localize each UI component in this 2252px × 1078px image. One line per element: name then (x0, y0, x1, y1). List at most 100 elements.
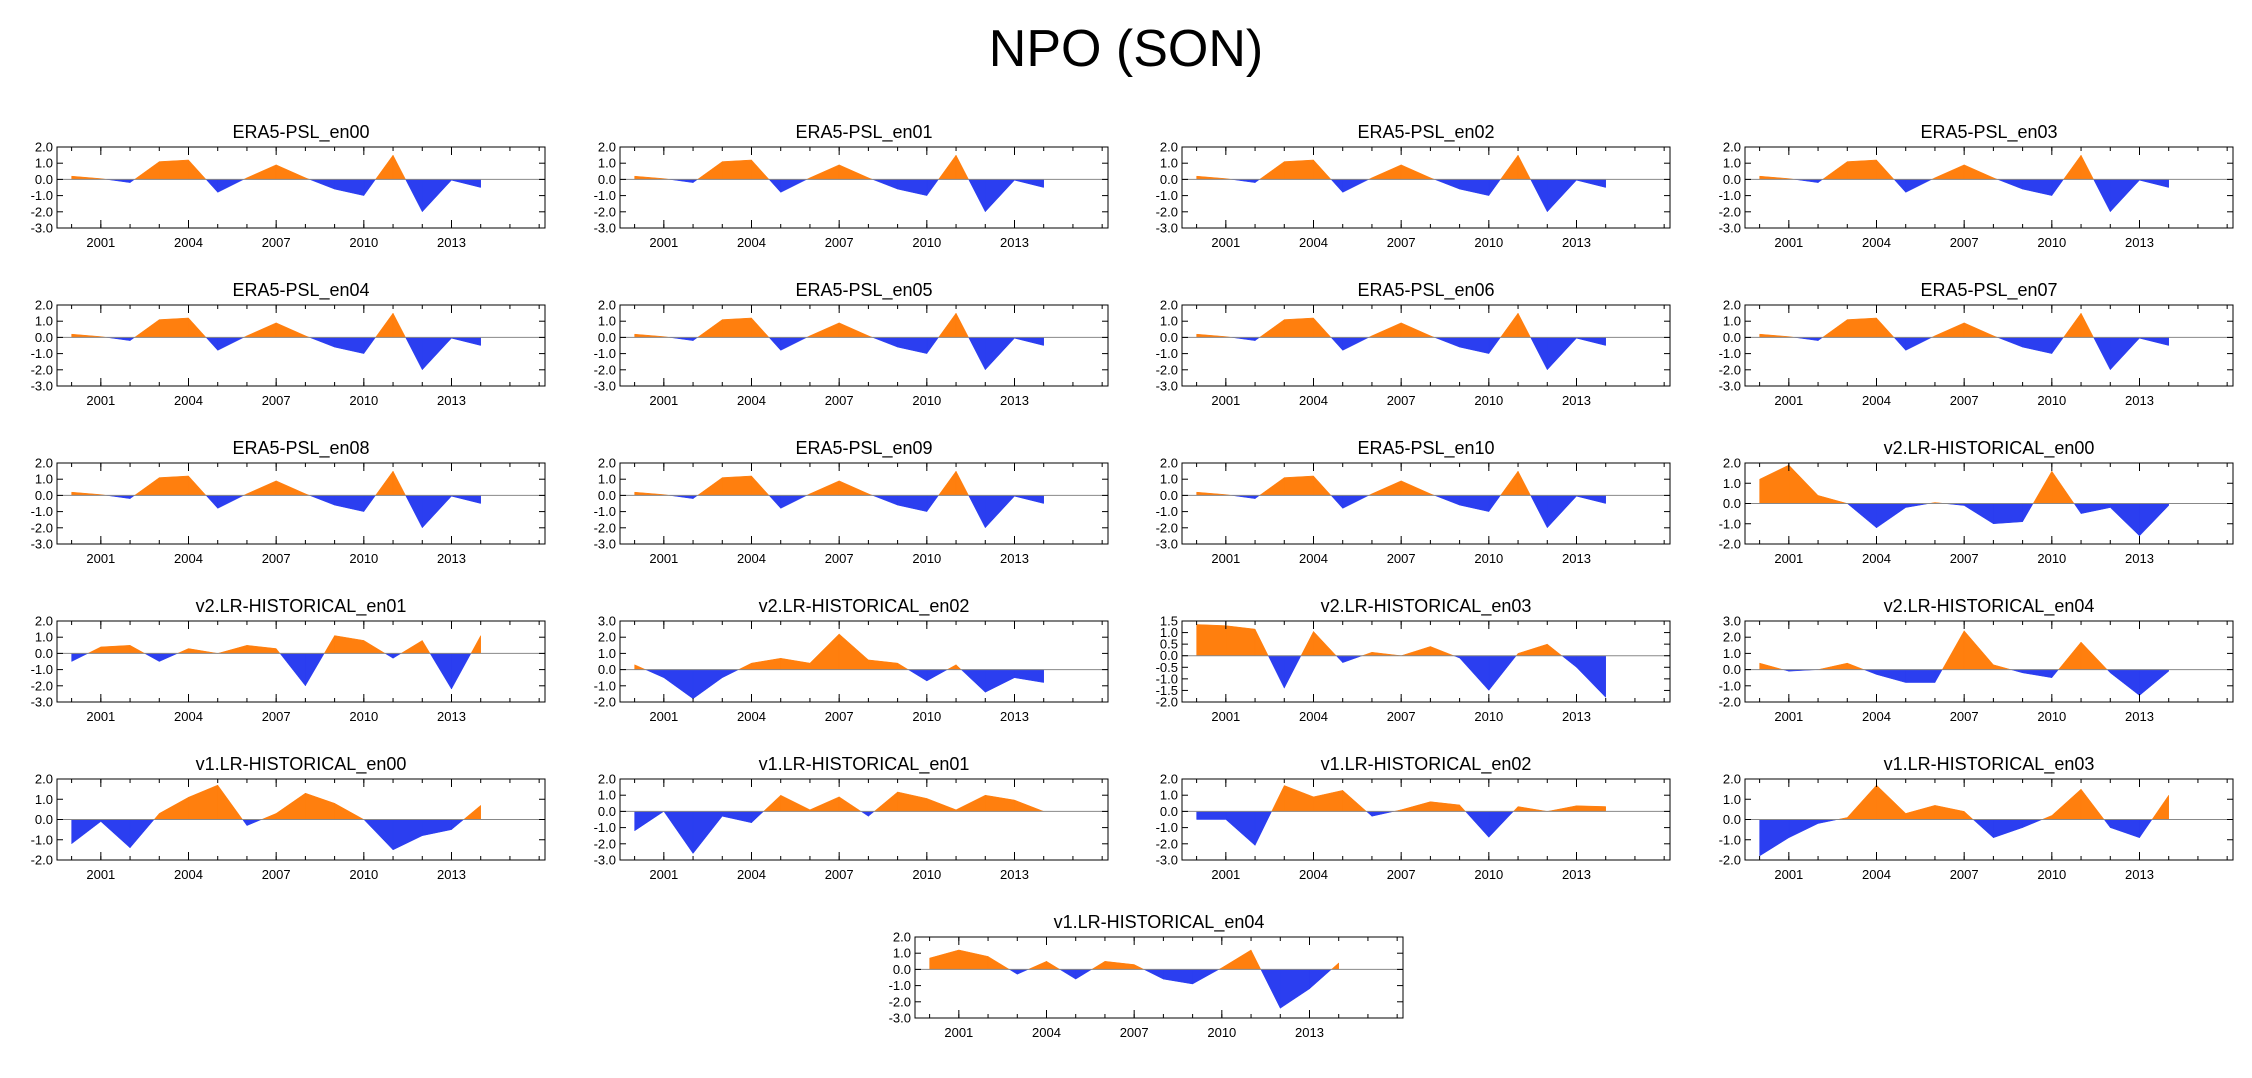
x-tick-label: 2001 (86, 867, 115, 882)
x-tick-label: 2013 (1562, 235, 1591, 250)
axis-frame (1744, 620, 2234, 703)
negative-area (1267, 655, 1606, 698)
y-tick-label: -1.0 (1719, 832, 1741, 847)
y-tick-label: -2.0 (594, 836, 616, 851)
x-tick-label: 2004 (174, 867, 203, 882)
y-tick-label: 1.0 (1160, 625, 1178, 640)
x-tick-label: 2007 (262, 393, 291, 408)
x-tick-label: 2010 (349, 551, 378, 566)
negative-area (634, 811, 875, 855)
x-tick-label: 2013 (1000, 393, 1029, 408)
x-tick-label: 2001 (86, 709, 115, 724)
axis-frame (1181, 146, 1671, 229)
y-tick-label: -2.0 (594, 204, 616, 219)
positive-area (153, 784, 481, 820)
y-tick-label: -1.0 (31, 188, 53, 203)
x-tick-label: 2001 (649, 551, 678, 566)
y-tick-label: 0.5 (1160, 637, 1178, 652)
x-tick-label: 2010 (912, 867, 941, 882)
axis-frame (619, 778, 1109, 861)
panel-ERA5-PSL_en08: ERA5-PSL_en08 2.01.00.0-1.0-2.0 -3.0 2001 20… (31, 438, 546, 566)
panel-title: v2.LR-HISTORICAL_en02 (759, 596, 970, 617)
y-tick-label: -3.0 (1719, 379, 1741, 394)
x-tick-label: 2004 (1299, 551, 1328, 566)
x-tick-label: 2007 (1950, 867, 1979, 882)
y-tick-label: -2.0 (1719, 204, 1741, 219)
axis-frame (1181, 620, 1671, 703)
y-tick-label: -1.0 (889, 978, 911, 993)
positive-area (1759, 464, 2075, 504)
negative-area (1231, 179, 1606, 213)
y-tick-label: -2.0 (31, 678, 53, 693)
y-tick-label: -2.0 (31, 520, 53, 535)
x-tick-label: 2013 (1562, 551, 1591, 566)
y-tick-label: -3.0 (889, 1011, 911, 1026)
axis-frame (1181, 778, 1671, 861)
y-tick-label: 0.0 (1723, 330, 1741, 345)
y-tick-label: 1.0 (35, 630, 53, 645)
figure-title: NPO (SON) (989, 20, 1263, 78)
x-tick-label: 2010 (349, 867, 378, 882)
x-tick-label: 2004 (737, 709, 766, 724)
y-tick-label: -1.0 (31, 346, 53, 361)
negative-area (106, 337, 481, 371)
panel-title: ERA5-PSL_en03 (1920, 122, 2057, 143)
y-tick-label: 2.0 (35, 140, 53, 155)
panel-ERA5-PSL_en01: ERA5-PSL_en01 2.01.00.0-1.0-2.0 -3.0 2001 20… (594, 122, 1109, 250)
x-tick-label: 2007 (1950, 393, 1979, 408)
axis-frame (619, 620, 1109, 703)
panel-title: v2.LR-HISTORICAL_en01 (196, 596, 407, 617)
y-tick-label: -3.0 (31, 695, 53, 710)
panel-v1.LR-HISTORICAL_en03: v1.LR-HISTORICAL_en03 2.0 1.0 0.0 -1.0 -2.0 20… (1719, 754, 2234, 882)
y-tick-label: 0.0 (598, 488, 616, 503)
x-tick-label: 2004 (1862, 393, 1891, 408)
x-tick-label: 2010 (912, 709, 941, 724)
positive-area (71, 154, 406, 180)
x-tick-label: 2007 (825, 235, 854, 250)
axis-frame (56, 146, 546, 229)
x-tick-label: 2007 (262, 551, 291, 566)
x-tick-label: 2013 (1295, 1025, 1324, 1040)
negative-area (106, 495, 481, 529)
positive-area (1196, 470, 1531, 496)
x-tick-label: 2001 (1211, 709, 1240, 724)
x-tick-label: 2010 (912, 393, 941, 408)
panel-v1.LR-HISTORICAL_en02: v1.LR-HISTORICAL_en02 2.01.00.0-1.0-2.0 -3… (1156, 754, 1671, 882)
y-tick-label: 2.0 (1160, 298, 1178, 313)
x-tick-label: 2001 (1211, 867, 1240, 882)
x-tick-label: 2010 (912, 551, 941, 566)
y-tick-label: 0.0 (1160, 488, 1178, 503)
x-tick-label: 2013 (2125, 235, 2154, 250)
x-tick-label: 2004 (174, 551, 203, 566)
y-tick-label: -2.0 (1719, 362, 1741, 377)
x-tick-label: 2007 (1120, 1025, 1149, 1040)
x-tick-label: 2007 (825, 551, 854, 566)
y-tick-label: 0.0 (35, 646, 53, 661)
axis-frame (56, 304, 546, 387)
panel-ERA5-PSL_en09: ERA5-PSL_en09 2.01.00.0-1.0-2.0 -3.0 2001 20… (594, 438, 1109, 566)
x-tick-label: 2007 (825, 393, 854, 408)
y-tick-label: -1.0 (1719, 188, 1741, 203)
y-tick-label: -1.0 (594, 504, 616, 519)
y-tick-label: -2.0 (594, 520, 616, 535)
y-tick-label: 2.0 (1160, 772, 1178, 787)
y-tick-label: -3.0 (594, 221, 616, 236)
y-tick-label: -3.0 (31, 537, 53, 552)
negative-area (1008, 969, 1333, 1009)
x-tick-label: 2010 (1474, 709, 1503, 724)
y-tick-label: 0.0 (35, 330, 53, 345)
y-tick-label: 1.0 (1723, 314, 1741, 329)
y-tick-label: 2.0 (1160, 456, 1178, 471)
x-tick-label: 2001 (86, 551, 115, 566)
panel-title: v1.LR-HISTORICAL_en03 (1884, 754, 2095, 775)
panel-title: v2.LR-HISTORICAL_en00 (1884, 438, 2095, 459)
x-tick-label: 2007 (1387, 393, 1416, 408)
y-tick-label: 0.0 (1160, 172, 1178, 187)
x-tick-label: 2013 (1562, 393, 1591, 408)
x-tick-label: 2001 (86, 235, 115, 250)
x-tick-label: 2013 (437, 235, 466, 250)
positive-area (1759, 154, 2094, 180)
x-tick-label: 2004 (1032, 1025, 1061, 1040)
y-tick-label: 1.0 (893, 946, 911, 961)
panel-title: ERA5-PSL_en04 (232, 280, 369, 301)
